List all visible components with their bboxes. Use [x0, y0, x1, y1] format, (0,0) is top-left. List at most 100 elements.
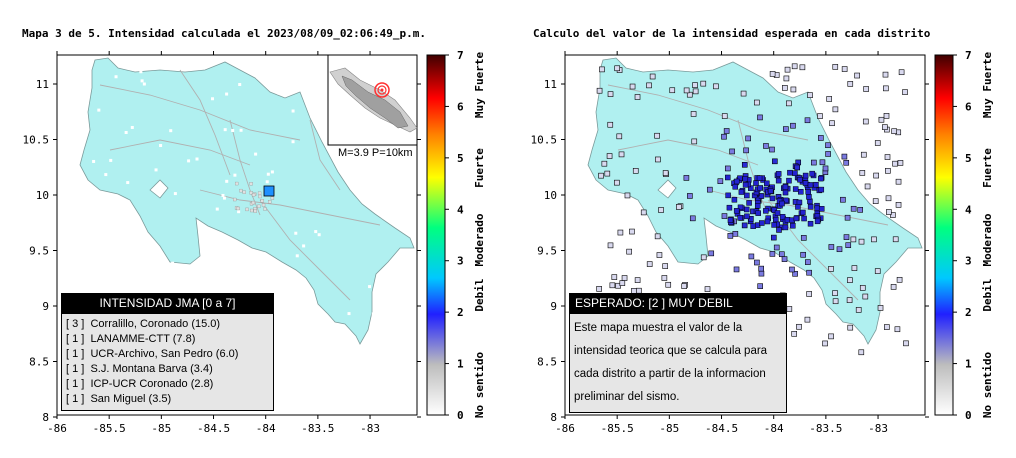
- district-dot: [277, 91, 281, 95]
- district-dot: [287, 89, 291, 93]
- x-tick-label: -83: [868, 422, 888, 435]
- district-square: [741, 161, 748, 168]
- district-square: [809, 170, 815, 177]
- district-square: [646, 82, 652, 89]
- colorbar-tick-label: 1: [457, 358, 464, 371]
- y-tick-label: 8.5: [537, 356, 557, 369]
- district-dot: [314, 230, 318, 234]
- district-dot: [347, 312, 351, 316]
- colorbar-tick-label: 0: [965, 409, 972, 422]
- district-dot: [253, 209, 257, 213]
- district-dot: [225, 92, 229, 96]
- district-dot: [233, 197, 237, 202]
- district-dot: [270, 196, 275, 200]
- right-legend-text: Este mapa muestra el valor de la intensi…: [569, 314, 787, 413]
- y-tick-label: 10: [36, 189, 49, 202]
- epicenter-icon: [374, 82, 390, 98]
- district-square: [764, 180, 770, 187]
- district-square: [806, 291, 812, 297]
- district-square: [769, 146, 775, 153]
- district-square: [790, 122, 796, 129]
- district-square: [891, 128, 897, 135]
- district-square: [874, 140, 881, 146]
- district-square: [783, 126, 789, 132]
- district-dot: [312, 102, 316, 106]
- district-square: [598, 172, 604, 179]
- colorbar-category-label: No sentido: [981, 352, 994, 419]
- district-square: [723, 128, 730, 134]
- y-tick-label: 8: [42, 411, 49, 424]
- colorbar-tick-label: 7: [965, 49, 972, 62]
- district-square: [665, 281, 672, 288]
- district-square: [885, 195, 892, 202]
- district-square: [654, 233, 661, 240]
- district-square: [847, 277, 853, 283]
- district-square: [826, 96, 833, 102]
- district-square: [796, 323, 802, 330]
- district-square: [791, 331, 798, 337]
- district-dot: [239, 128, 243, 132]
- district-square: [729, 148, 735, 155]
- district-square: [779, 251, 785, 258]
- colorbar-tick-label: 2: [457, 306, 464, 319]
- colorbar-category-label: Moderado: [473, 213, 486, 266]
- colorbar-tick-label: 0: [457, 409, 464, 422]
- district-dot: [258, 194, 262, 199]
- district-dot: [251, 193, 256, 197]
- district-square: [805, 189, 811, 195]
- district-square: [895, 202, 902, 208]
- left-colorbar: 7 6 5 4 3 2 1 0 Muy Fuerte Fuerte Moderado Debil No …: [426, 49, 486, 422]
- district-square: [895, 178, 902, 185]
- district-square: [721, 133, 727, 140]
- district-square: [862, 293, 869, 300]
- district-square: [733, 178, 740, 185]
- district-square: [596, 87, 603, 94]
- district-dot: [235, 181, 239, 186]
- district-square: [795, 204, 801, 210]
- district-square: [836, 246, 843, 253]
- district-square: [786, 100, 792, 107]
- district-square: [724, 165, 731, 172]
- district-square: [782, 85, 788, 91]
- left-colorbar-ticks: 7 6 5 4 3 2 1 0 Muy Fuerte Fuerte Moderado Debil No …: [445, 49, 486, 422]
- district-square: [784, 66, 791, 73]
- colorbar-tick-label: 5: [457, 152, 464, 165]
- district-square: [731, 196, 738, 203]
- x-tick-label: -83.5: [301, 422, 334, 435]
- district-dot: [238, 83, 242, 87]
- district-square: [669, 87, 676, 94]
- district-square: [764, 218, 771, 225]
- district-square: [843, 159, 850, 166]
- district-dot: [368, 285, 372, 289]
- x-tick-label: -85.5: [93, 422, 126, 435]
- district-square: [790, 222, 796, 229]
- district-dot: [173, 192, 177, 196]
- district-square: [814, 218, 821, 225]
- x-tick-label: -86: [555, 422, 575, 435]
- district-square: [758, 265, 764, 272]
- legend-row: [ 1 ] S.J. Montana Barva (3.4): [66, 363, 213, 375]
- district-square: [791, 63, 798, 70]
- district-dot: [317, 233, 321, 237]
- district-square: [897, 160, 904, 166]
- x-tick-label: -84.5: [197, 422, 230, 435]
- district-square: [754, 99, 760, 106]
- district-square: [727, 233, 734, 239]
- colorbar-category-label: Debil: [473, 278, 486, 311]
- inset-map: [327, 54, 418, 146]
- colorbar-tick-label: 5: [965, 152, 972, 165]
- district-dot: [114, 75, 118, 79]
- left-map-title: Mapa 3 de 5. Intensidad calculada el 202…: [22, 27, 426, 40]
- colorbar-category-label: Fuerte: [473, 148, 486, 188]
- district-square: [654, 132, 660, 139]
- district-dot: [225, 179, 229, 183]
- district-dot: [124, 130, 128, 134]
- colorbar-category-label: Debil: [981, 278, 994, 311]
- right-x-ticks: -86 -85.5 -85 -84.5 -84 -83.5 -83: [555, 51, 888, 435]
- district-square: [742, 176, 749, 182]
- district-square: [655, 156, 661, 163]
- district-square: [896, 276, 903, 283]
- district-dot: [139, 70, 143, 74]
- district-dot: [242, 190, 246, 194]
- district-square: [903, 340, 909, 347]
